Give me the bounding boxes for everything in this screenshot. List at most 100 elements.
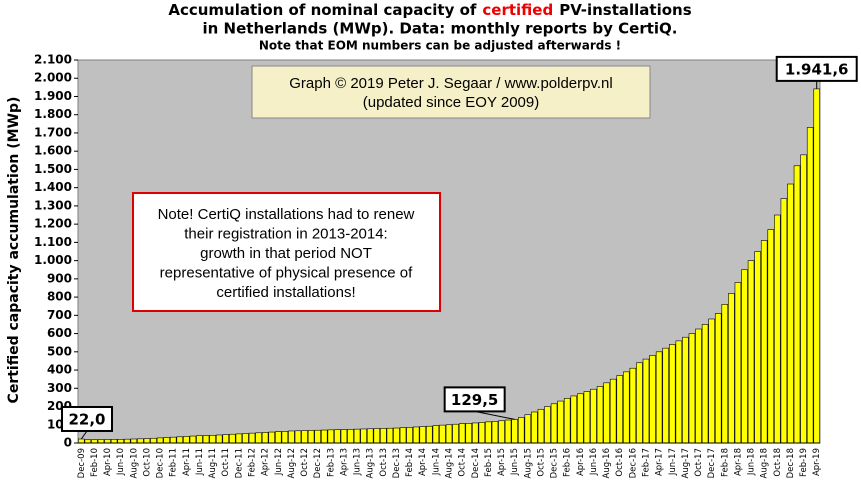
y-tick-label: 1.400 [34,180,72,194]
x-tick-label: Feb-19 [799,448,809,477]
bar [728,293,735,444]
bar [123,438,131,444]
bar [583,391,591,444]
bar [590,388,597,444]
bar [787,183,794,444]
x-tick-label: Aug-12 [287,448,297,478]
bar [557,400,564,444]
x-tick-label: Dec-14 [471,448,481,478]
x-tick-label: Aug-16 [602,448,612,478]
y-tick-label: 1.100 [34,235,72,249]
value-label-box [61,405,113,432]
bar [196,435,203,444]
x-tick-label: Apr-11 [182,448,192,476]
bar [636,362,643,444]
bar [314,429,321,444]
bar [491,420,499,444]
bar [137,438,144,444]
bar [117,439,124,444]
bar [439,424,446,444]
bar [531,411,538,444]
x-tick-label: Oct-17 [694,448,704,477]
x-tick-label: Jun-13 [353,448,363,476]
bar [767,229,775,444]
chart-title: in Netherlands (MWp). Data: monthly repo… [203,20,678,38]
bar [327,429,335,444]
bar [110,439,118,444]
y-tick-label: 1.500 [34,162,72,176]
x-tick-label: Aug-13 [366,448,376,478]
credit-box [251,65,651,119]
y-tick-label: 1.600 [34,144,72,158]
bar [169,436,177,444]
bar [215,434,223,444]
x-tick-label: Apr-14 [418,448,428,476]
x-tick-label: Oct-15 [536,448,546,477]
title-part: PV-installations [559,1,691,19]
x-tick-label: Dec-11 [234,448,244,478]
x-tick-label: Apr-17 [655,448,665,476]
bar [734,282,742,444]
x-tick-label: Dec-17 [707,448,717,478]
x-tick-label: Apr-13 [339,448,349,476]
note-text: Note! CertiQ installations had to renew [158,206,415,223]
x-tick-label: Oct-13 [379,448,389,477]
bar [334,429,341,444]
leader-line [474,410,515,420]
bar [380,428,387,444]
bar [701,324,709,444]
bar [774,214,781,444]
bar [570,395,578,444]
bar [393,427,400,444]
bar [780,198,788,444]
bar [524,414,532,444]
x-tick-label: Aug-10 [129,448,139,478]
x-tick-label: Jun-18 [747,448,757,476]
bar [517,417,525,444]
x-tick-label: Dec-09 [77,448,87,478]
bar [189,435,197,444]
bar [366,428,374,444]
bar [642,358,650,444]
x-tick-label: Feb-11 [169,448,179,477]
x-tick-label: Oct-18 [773,448,783,477]
x-tick-label: Apr-15 [497,448,507,476]
bar [242,433,249,444]
x-tick-label: Dec-18 [786,448,796,478]
bar [412,426,420,444]
x-tick-label: Jun-16 [589,448,599,476]
bar [340,429,348,444]
x-tick-label: Dec-10 [156,448,166,478]
bar [747,260,755,444]
note-text: growth in that period NOT [200,245,372,262]
bar [695,328,702,444]
x-tick-label: Aug-11 [208,448,218,478]
x-tick-label: Aug-18 [760,448,770,478]
y-tick-label: 800 [47,290,72,304]
y-tick-label: 1.000 [34,253,72,267]
bar [229,433,236,444]
x-tick-label: Apr-18 [733,448,743,476]
bar [150,437,157,444]
bar [577,393,584,444]
bar [806,127,814,444]
x-tick-label: Jun-14 [431,448,441,476]
value-label: 22,0 [68,410,105,428]
bar [458,423,466,444]
x-tick-label: Dec-15 [550,448,560,478]
bar [649,355,656,444]
x-tick-label: Aug-14 [445,448,455,478]
x-tick-label: Feb-12 [248,448,258,477]
note-box [132,192,441,312]
bar [563,398,571,444]
x-tick-label: Jun-15 [510,448,520,476]
bar [537,408,545,444]
note-text: representative of physical presence of [160,264,413,281]
bar [609,378,617,444]
bar [301,430,308,444]
bar [261,432,269,444]
bar [156,437,164,444]
x-tick-label: Feb-15 [484,448,494,477]
y-tick-label: 1.300 [34,198,72,212]
